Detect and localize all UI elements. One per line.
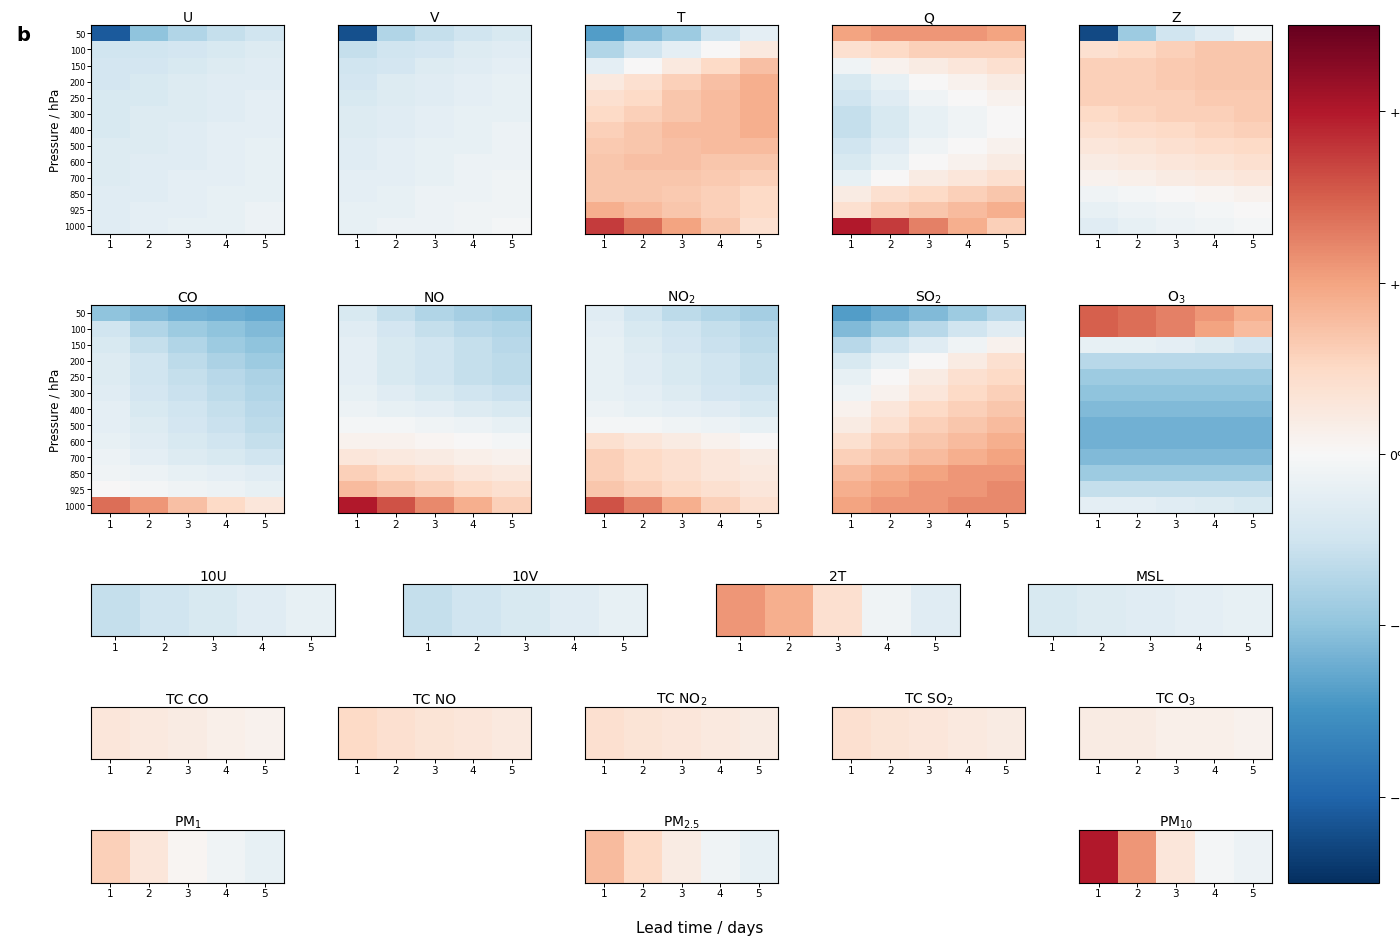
Title: TC NO$_2$: TC NO$_2$ <box>657 691 707 708</box>
Title: 10V: 10V <box>512 569 539 583</box>
Title: PM$_{2.5}$: PM$_{2.5}$ <box>664 815 700 831</box>
Title: TC O$_3$: TC O$_3$ <box>1155 691 1196 708</box>
Title: NO$_2$: NO$_2$ <box>668 289 696 306</box>
Title: 10U: 10U <box>199 569 227 583</box>
Title: U: U <box>182 11 193 25</box>
Y-axis label: Pressure / hPa: Pressure / hPa <box>49 368 62 451</box>
Title: CO: CO <box>178 291 197 304</box>
Title: MSL: MSL <box>1135 569 1165 583</box>
Title: V: V <box>430 11 440 25</box>
Text: b: b <box>17 26 31 45</box>
Title: Q: Q <box>923 11 934 25</box>
Title: 2T: 2T <box>829 569 847 583</box>
Title: Z: Z <box>1170 11 1180 25</box>
Y-axis label: Pressure / hPa: Pressure / hPa <box>49 89 62 172</box>
Title: T: T <box>678 11 686 25</box>
Title: TC CO: TC CO <box>167 693 209 706</box>
Title: SO$_2$: SO$_2$ <box>916 289 942 306</box>
Text: Lead time / days: Lead time / days <box>637 919 763 935</box>
Title: PM$_1$: PM$_1$ <box>174 815 202 831</box>
Title: O$_3$: O$_3$ <box>1166 289 1184 306</box>
Title: TC NO: TC NO <box>413 693 456 706</box>
Title: PM$_{10}$: PM$_{10}$ <box>1159 815 1193 831</box>
Title: TC SO$_2$: TC SO$_2$ <box>904 691 953 708</box>
Title: NO: NO <box>424 291 445 304</box>
